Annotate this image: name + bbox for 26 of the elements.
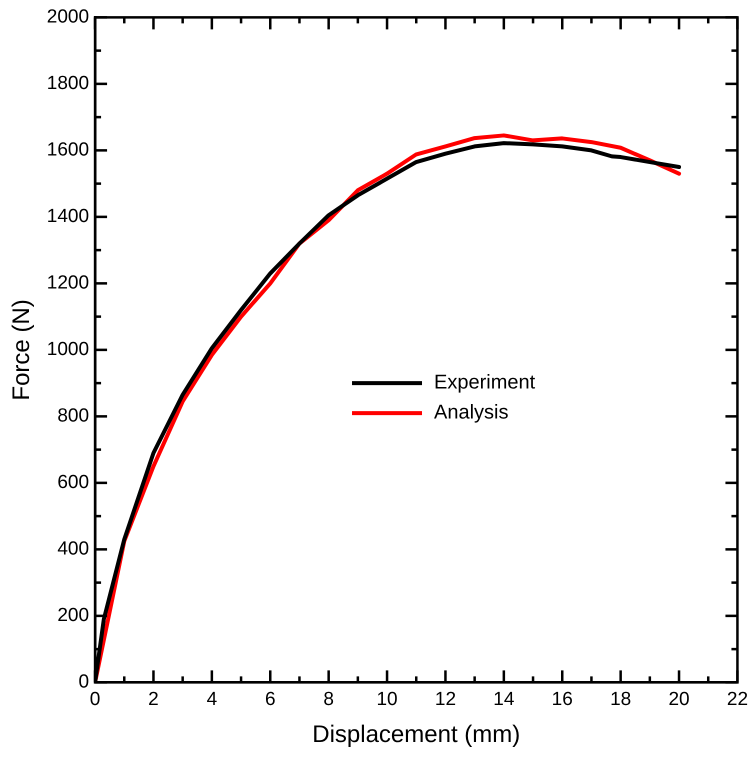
x-axis-title: Displacement (mm) <box>312 721 520 748</box>
x-tick-label: 20 <box>668 689 690 710</box>
y-tick-label: 1200 <box>46 272 90 294</box>
x-tick-label: 4 <box>206 689 218 710</box>
y-tick-label: 1600 <box>46 140 90 161</box>
y-tick-label: 1400 <box>46 206 90 228</box>
legend-label: Analysis <box>434 402 508 424</box>
x-tick-label: 2 <box>148 689 159 710</box>
x-tick-label: 18 <box>610 689 632 710</box>
y-tick-label: 2000 <box>46 6 90 28</box>
x-tick-label: 22 <box>726 689 748 710</box>
y-tick-label: 400 <box>57 538 90 560</box>
y-tick-label: 600 <box>57 472 90 494</box>
y-axis-title: Force (N) <box>8 299 36 401</box>
y-tick-label: 200 <box>57 605 90 626</box>
x-tick-label: 12 <box>434 689 456 710</box>
y-tick-label: 800 <box>57 406 90 427</box>
x-tick-label: 8 <box>323 689 334 710</box>
x-tick-label: 16 <box>552 689 573 710</box>
y-tick-label: 0 <box>78 672 90 693</box>
y-tick-label: 1800 <box>46 73 90 94</box>
x-tick-label: 14 <box>493 689 515 710</box>
y-tick-label: 1000 <box>46 339 90 360</box>
x-tick-label: 6 <box>264 689 276 710</box>
legend-label: Experiment <box>434 372 536 394</box>
x-tick-label: 10 <box>376 689 398 710</box>
